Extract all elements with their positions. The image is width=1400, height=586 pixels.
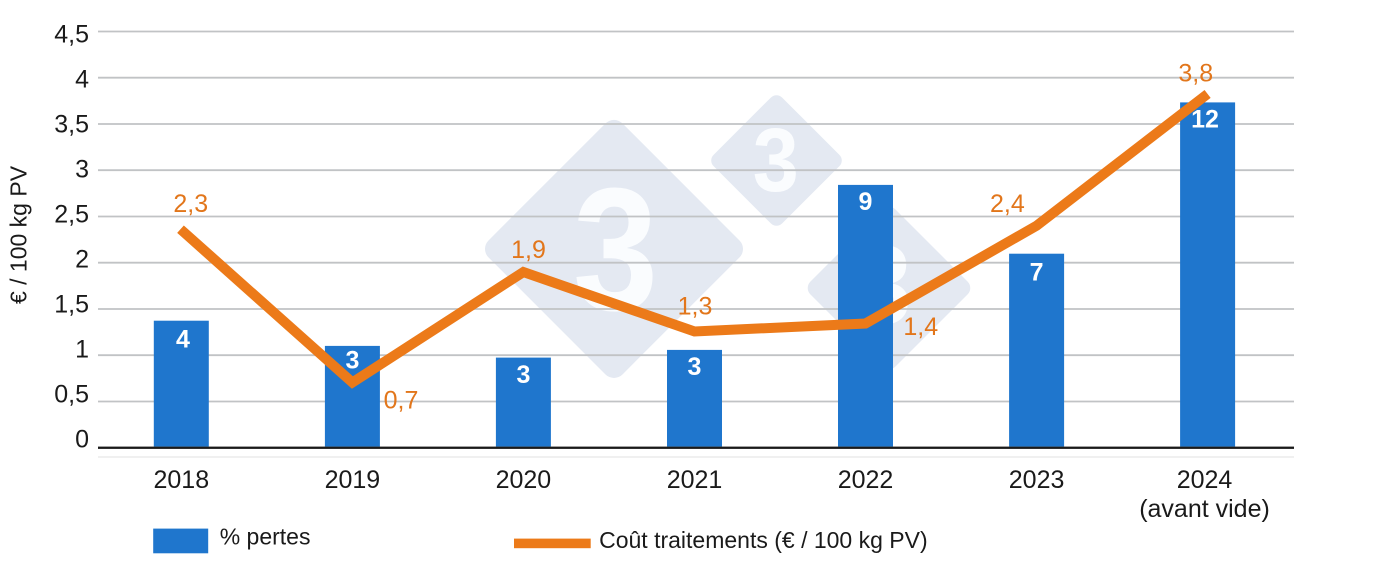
svg-text:2020: 2020 [496, 466, 552, 494]
svg-text:2,4: 2,4 [990, 190, 1025, 218]
svg-text:2021: 2021 [667, 466, 723, 494]
svg-text:4,5: 4,5 [54, 21, 89, 49]
svg-text:2018: 2018 [153, 466, 209, 494]
svg-text:0,5: 0,5 [54, 381, 89, 409]
svg-text:1,4: 1,4 [903, 313, 938, 341]
svg-text:3: 3 [516, 361, 530, 389]
svg-text:0: 0 [75, 426, 89, 454]
svg-text:4: 4 [75, 66, 89, 94]
svg-text:% pertes: % pertes [220, 524, 311, 550]
svg-text:3: 3 [345, 347, 359, 375]
svg-text:€ / 100 kg PV: € / 100 kg PV [6, 165, 32, 304]
svg-text:7: 7 [1030, 259, 1044, 287]
svg-text:1,9: 1,9 [511, 236, 546, 264]
svg-text:2023: 2023 [1009, 466, 1065, 494]
svg-text:3: 3 [75, 156, 89, 184]
svg-text:3: 3 [753, 111, 799, 211]
svg-text:2,5: 2,5 [54, 201, 89, 229]
svg-text:4: 4 [176, 325, 190, 353]
svg-text:Coût traitements (€ / 100 kg P: Coût traitements (€ / 100 kg PV) [599, 527, 928, 553]
svg-text:2024: 2024 [1177, 466, 1233, 494]
svg-text:0,7: 0,7 [384, 387, 419, 415]
svg-text:1,3: 1,3 [678, 293, 713, 321]
svg-text:1: 1 [75, 336, 89, 364]
svg-text:2022: 2022 [838, 466, 894, 494]
svg-text:3,5: 3,5 [54, 111, 89, 139]
svg-text:12: 12 [1191, 106, 1219, 134]
svg-text:3,8: 3,8 [1178, 60, 1213, 88]
svg-text:3: 3 [688, 353, 702, 381]
svg-text:9: 9 [859, 188, 873, 216]
svg-text:(avant vide): (avant vide) [1139, 495, 1270, 523]
svg-text:1,5: 1,5 [54, 291, 89, 319]
svg-text:2019: 2019 [325, 466, 381, 494]
svg-text:2,3: 2,3 [173, 190, 208, 218]
svg-text:2: 2 [75, 246, 89, 274]
